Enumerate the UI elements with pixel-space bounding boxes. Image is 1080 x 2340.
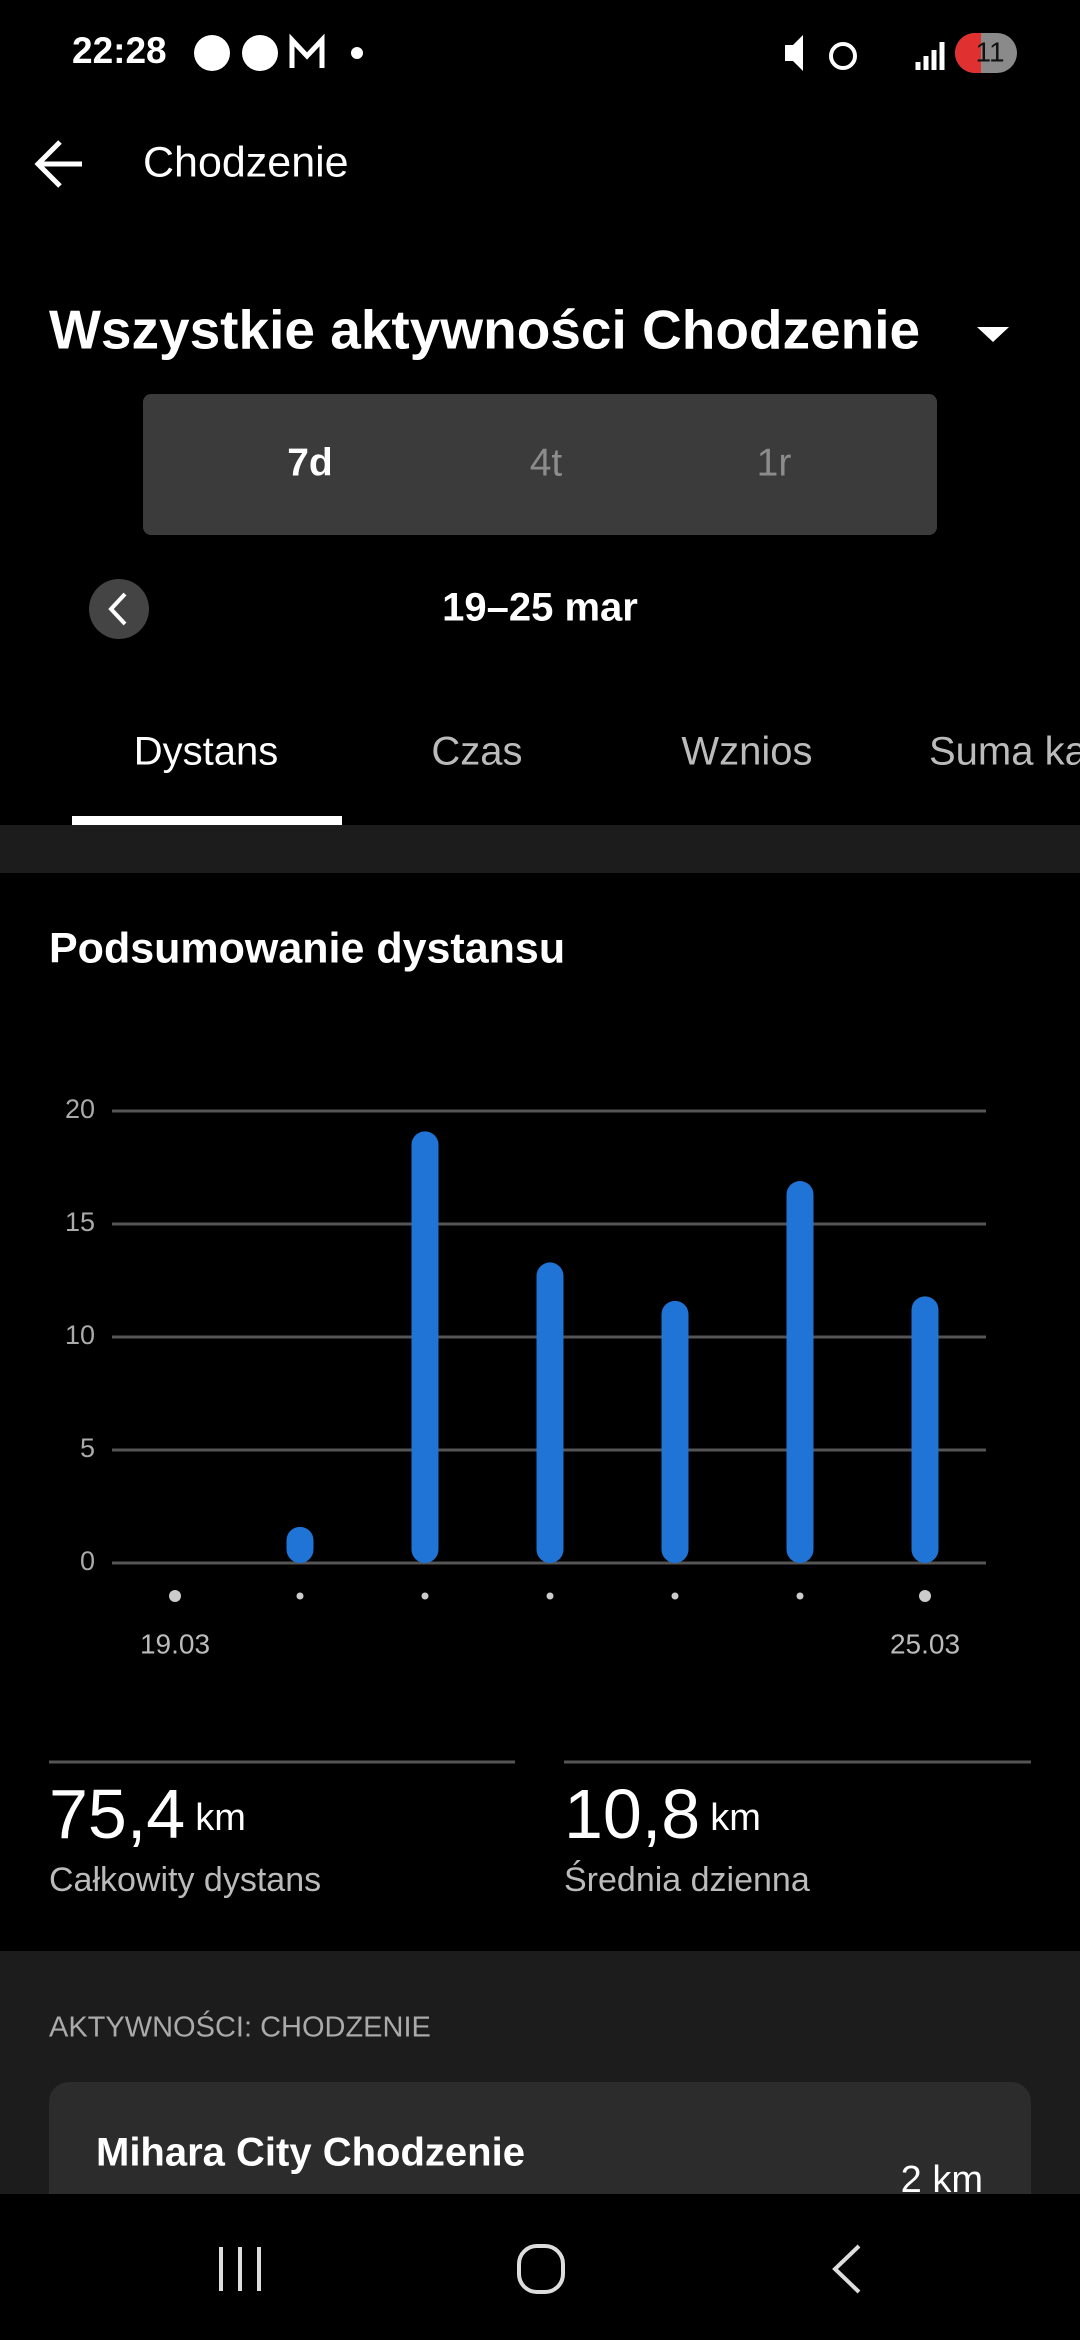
bar: [911, 1296, 939, 1563]
y-tick-label: 5: [80, 1433, 95, 1463]
dropdown-arrow[interactable]: [977, 327, 1009, 342]
tab-indicator: [72, 816, 342, 825]
x-tick-dot: [546, 1592, 554, 1600]
status-icon: [289, 33, 325, 68]
tab[interactable]: Czas: [431, 730, 522, 774]
x-tick-label: 19.03: [140, 1628, 210, 1659]
prev-range-button[interactable]: [89, 579, 149, 639]
bar: [411, 1131, 439, 1563]
activity-selector[interactable]: Wszystkie aktywności Chodzenie: [49, 299, 920, 361]
battery-level: 11: [975, 36, 1004, 67]
status-icon: [194, 35, 230, 71]
activity-name: Mihara City Chodzenie: [96, 2131, 525, 2175]
x-tick-label: 25.03: [890, 1628, 960, 1659]
bar: [286, 1526, 314, 1563]
x-tick-dot: [671, 1592, 679, 1600]
status-icon: [351, 47, 363, 59]
header-title: Chodzenie: [143, 138, 349, 186]
period-option[interactable]: 4t: [530, 441, 563, 484]
section-heading: AKTYWNOŚCI: CHODZENIE: [49, 2010, 431, 2044]
signal-icon: [915, 42, 945, 70]
period-option[interactable]: 7d: [287, 441, 333, 484]
tab[interactable]: Wznios: [681, 730, 812, 774]
chart: 0 5 10 15 20 19.03 25.03: [65, 1094, 986, 1659]
x-tick-dot: [169, 1590, 181, 1602]
stat-number: 10,8: [564, 1775, 700, 1853]
mute-icon: [785, 35, 803, 71]
clock: 22:28: [72, 30, 167, 71]
y-tick-label: 10: [65, 1320, 95, 1350]
x-tick-dot: [796, 1592, 804, 1600]
back-button[interactable]: [34, 140, 82, 188]
bar: [536, 1262, 564, 1563]
y-tick-label: 20: [65, 1094, 95, 1124]
stat-number: 75,4: [49, 1775, 185, 1853]
stat-value: 10,8 km: [564, 1775, 761, 1853]
battery-low: [955, 33, 981, 73]
period-option[interactable]: 1r: [757, 441, 792, 484]
tab[interactable]: Dystans: [134, 730, 279, 774]
tab[interactable]: Suma ka: [929, 730, 1080, 774]
x-tick-dot: [296, 1592, 304, 1600]
prev-arrow: [108, 592, 127, 626]
recents-button[interactable]: [219, 2247, 261, 2291]
stat-unit: km: [195, 1797, 246, 1839]
x-tick-dot: [919, 1590, 931, 1602]
bar: [786, 1181, 814, 1563]
stat-unit: km: [710, 1797, 761, 1839]
hotspot-icon: [829, 42, 857, 70]
stat-label: Całkowity dystans: [49, 1861, 321, 1899]
date-range: 19–25 mar: [442, 586, 638, 630]
period-selector: [143, 394, 937, 535]
chart-title: Podsumowanie dystansu: [49, 924, 565, 972]
stat-label: Średnia dzienna: [564, 1860, 810, 1899]
separator: [0, 825, 1080, 873]
y-tick-label: 0: [80, 1546, 95, 1576]
home-button[interactable]: [517, 2244, 565, 2294]
y-tick-label: 15: [65, 1207, 95, 1237]
x-tick-dot: [421, 1592, 429, 1600]
bar: [661, 1300, 689, 1563]
stat-value: 75,4 km: [49, 1775, 246, 1853]
nav-bar: [0, 2194, 1080, 2340]
back-nav-button[interactable]: [832, 2244, 861, 2294]
status-icon: [242, 35, 278, 71]
